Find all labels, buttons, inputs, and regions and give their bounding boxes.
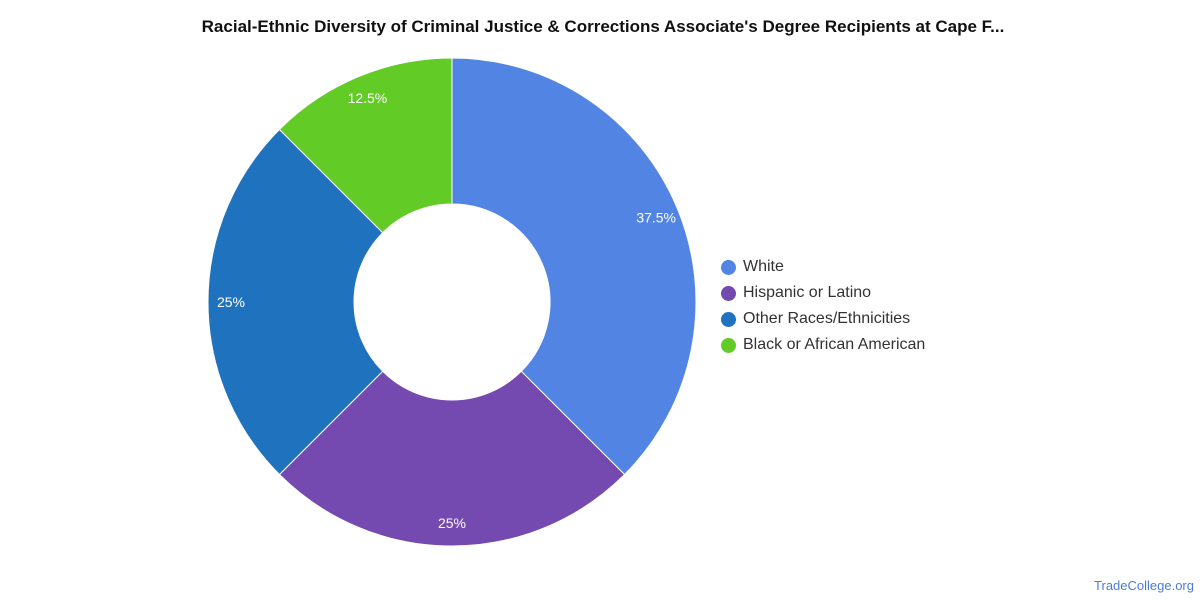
legend-label: Hispanic or Latino — [743, 284, 872, 301]
slice-hispanic-or-latino[interactable] — [278, 370, 626, 547]
slice-value-label: 25% — [438, 515, 466, 531]
source-link[interactable]: TradeCollege.org — [1094, 578, 1194, 593]
legend-label: Other Races/Ethnicities — [743, 310, 911, 327]
slice-black-or-african-american[interactable] — [278, 57, 453, 234]
legend-label: White — [743, 258, 784, 275]
legend-swatch — [721, 311, 736, 327]
slice-value-label: 37.5% — [636, 209, 676, 225]
slice-labels: 37.5% 25% 25% 12.5% — [217, 90, 676, 531]
legend-swatch — [721, 337, 736, 353]
chart-title: Racial-Ethnic Diversity of Criminal Just… — [201, 17, 1005, 36]
legend-item[interactable]: White — [721, 254, 925, 280]
slice-value-label: 25% — [217, 294, 245, 310]
donut-slices — [207, 57, 697, 547]
legend-swatch — [721, 259, 736, 275]
legend-item[interactable]: Black or African American — [721, 332, 925, 358]
slice-value-label: 12.5% — [348, 90, 388, 106]
slice-other-races-ethnicities[interactable] — [207, 128, 384, 476]
legend-item[interactable]: Hispanic or Latino — [721, 280, 925, 306]
slice-white[interactable] — [451, 57, 697, 476]
legend-swatch — [721, 285, 736, 301]
chart-legend: White Hispanic or Latino Other Races/Ethni… — [721, 254, 925, 358]
legend-item[interactable]: Other Races/Ethnicities — [721, 306, 925, 332]
legend-label: Black or African American — [743, 336, 926, 353]
